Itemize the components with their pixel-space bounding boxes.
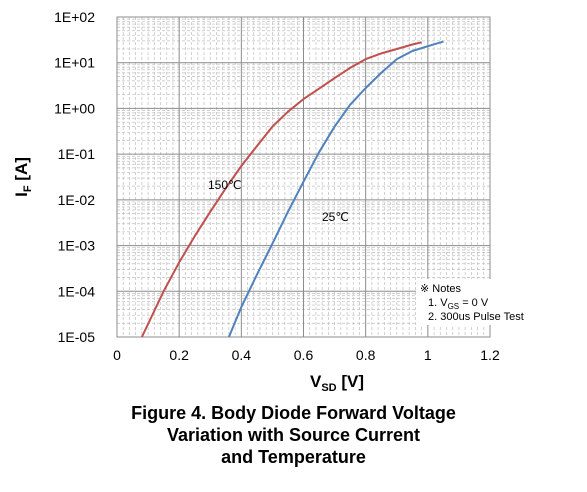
notes-box-background <box>416 279 565 325</box>
x-axis-title: VSD [V] <box>310 372 364 394</box>
y-axis-title: IF [A] <box>12 157 34 197</box>
x-axis-title-sub: SD <box>321 382 336 394</box>
notes-line-1-sub: GS <box>448 302 460 311</box>
notes-line-1: 1. VGS = 0 V <box>428 297 489 311</box>
x-axis-title-unit: [V] <box>337 372 364 391</box>
figure-caption-line-3: and Temperature <box>221 447 366 467</box>
notes-line-2: 2. 300us Pulse Test <box>428 311 524 323</box>
y-tick-label: 1E+01 <box>54 55 95 71</box>
y-tick-labels: 1E-05 1E-04 1E-03 1E-02 1E-01 1E+00 1E+01 1E+02 <box>54 9 95 345</box>
notes-line-1-suffix: = 0 V <box>459 297 489 309</box>
series-line-0 <box>140 41 422 338</box>
y-axis-title-main: I <box>12 192 31 197</box>
y-tick-label: 1E-03 <box>58 238 96 254</box>
y-tick-label: 1E-05 <box>58 329 96 345</box>
series-line-1 <box>227 40 444 338</box>
x-tick-label: 1 <box>424 347 432 363</box>
notes-heading: ※ Notes <box>420 283 462 295</box>
series-layer <box>140 40 444 338</box>
notes-line-1-prefix: 1. V <box>428 297 448 309</box>
x-tick-label: 0.2 <box>169 347 189 363</box>
y-tick-label: 1E-01 <box>58 146 96 162</box>
figure-caption-line-2: Variation with Source Current <box>166 425 421 445</box>
x-tick-labels: 0 0.2 0.4 0.6 0.8 1 1.2 <box>113 347 500 363</box>
curve-label-25c: 25℃ <box>322 210 349 224</box>
x-tick-label: 0.6 <box>294 347 314 363</box>
figure-caption-line-1: Figure 4. Body Diode Forward Voltage <box>131 403 456 423</box>
x-tick-label: 0.4 <box>232 347 252 363</box>
curve-label-150c: 150℃ <box>208 178 242 192</box>
y-axis-title-sub: F <box>22 185 34 192</box>
x-axis-title-main: V <box>310 372 322 391</box>
x-tick-label: 0 <box>113 347 121 363</box>
y-tick-label: 1E+02 <box>54 9 95 25</box>
y-tick-label: 1E+00 <box>54 100 95 116</box>
y-tick-label: 1E-02 <box>58 192 96 208</box>
x-tick-label: 1.2 <box>480 347 500 363</box>
x-tick-label: 0.8 <box>356 347 376 363</box>
y-tick-label: 1E-04 <box>58 283 96 299</box>
notes-box: ※ Notes 1. VGS = 0 V 2. 300us Pulse Test <box>416 279 565 325</box>
y-axis-title-unit: [A] <box>12 157 31 185</box>
